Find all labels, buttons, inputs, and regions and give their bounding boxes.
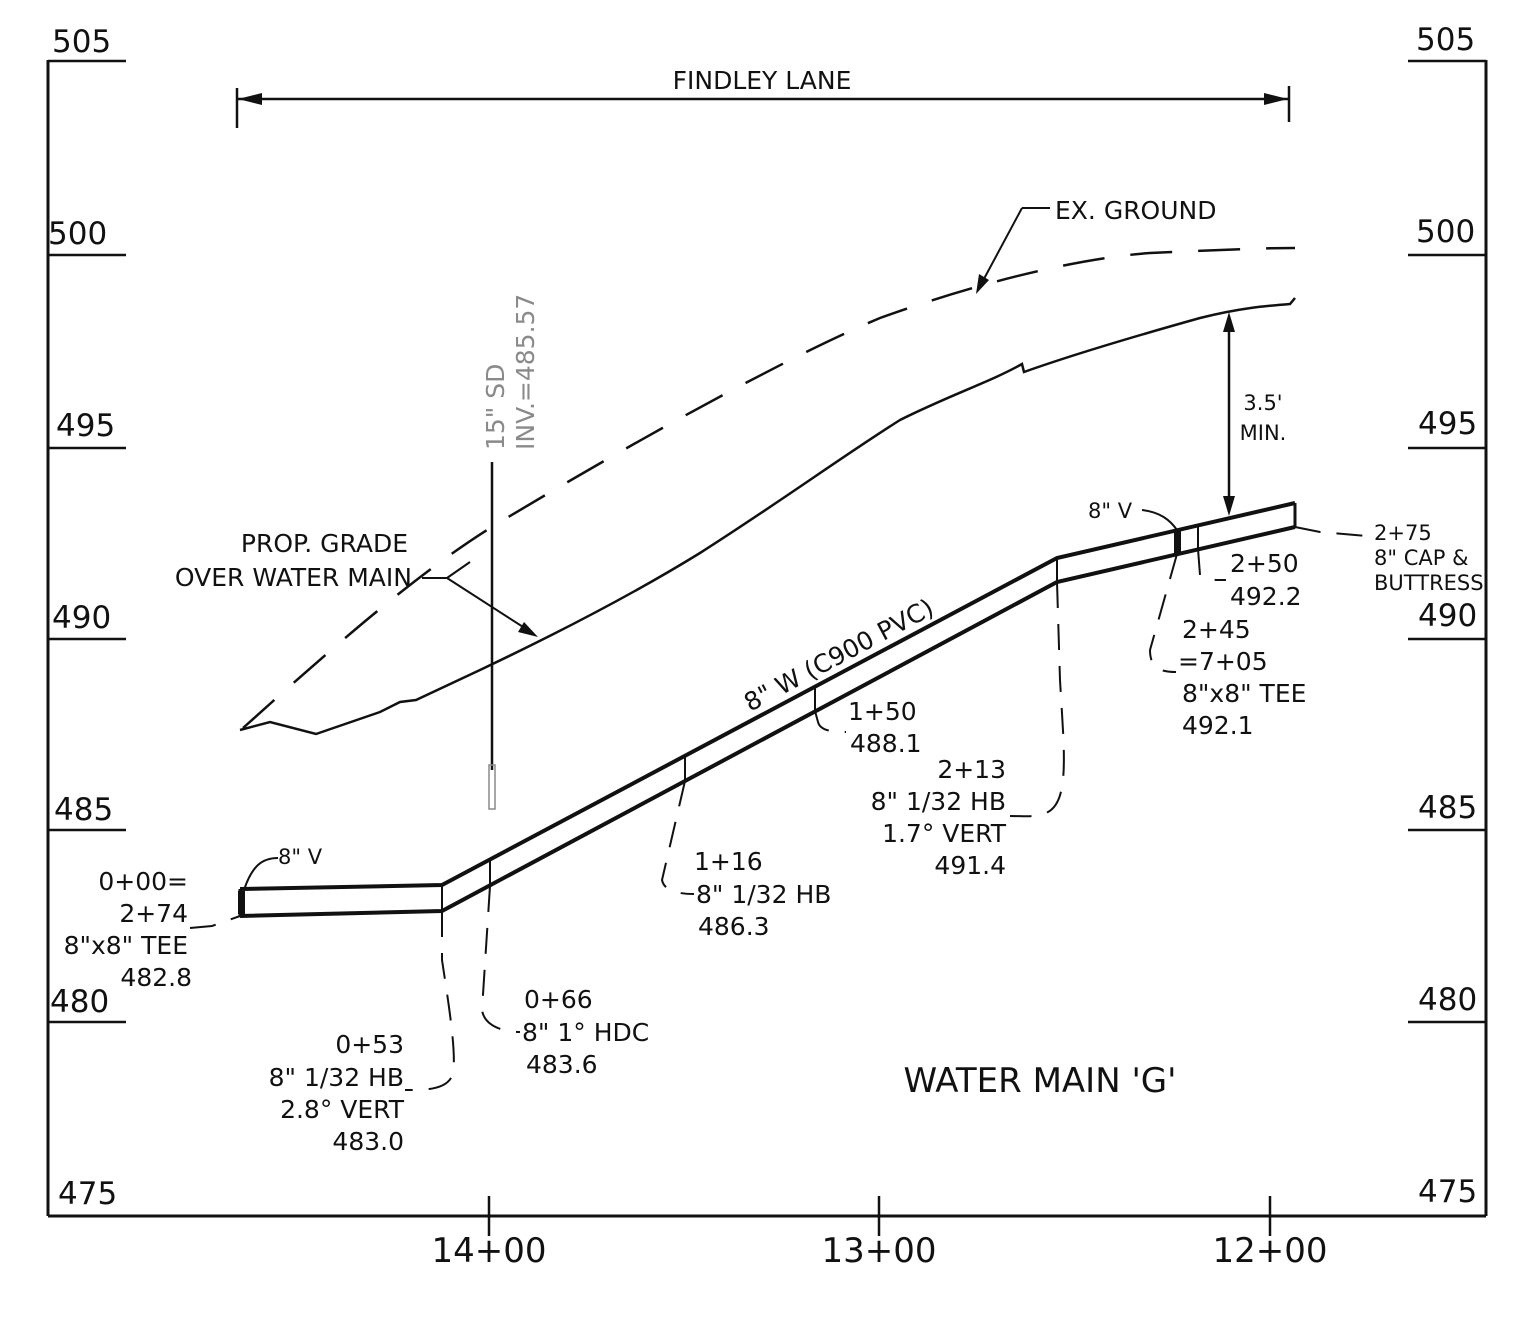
callout-sta-66: 0+66 [524,985,593,1014]
right-elevation-label: 475 [1418,1174,1477,1210]
cover-label: 3.5' [1243,391,1282,415]
right-elevation-label: 500 [1416,214,1475,250]
proposed-grade-label: OVER WATER MAIN [175,563,412,592]
callout-sta-53: 8" 1/32 HB [269,1063,404,1092]
drawing-title: WATER MAIN 'G' [904,1061,1177,1101]
gate-valve-icon [238,891,245,914]
storm-drain-crossing: 15" SD INV.=485.57 [481,294,540,810]
left-elevation-axis: 505 500 495 490 485 480 475 [48,24,126,1212]
callout-sta-213: 491.4 [934,851,1006,880]
leader-arrow-icon [976,274,989,294]
callout-sta-245: 2+45 [1182,615,1251,644]
callout-sta-66: 8" 1° HDC [522,1018,649,1047]
street-dimension: FINDLEY LANE [235,66,1291,128]
callout-sta-250: 2+50 [1230,549,1299,578]
callout-sta-245: 8"x8" TEE [1182,679,1306,708]
callout-sta-275: BUTTRESS [1374,571,1484,595]
right-elevation-label: 480 [1418,982,1477,1018]
left-elevation-label: 485 [54,792,113,828]
arrowhead-down-icon [1223,496,1235,516]
arrowhead-right-icon [1264,93,1288,105]
callout-leaders [189,526,1367,1091]
right-elevation-axis: 505 500 495 490 485 480 475 [1408,22,1486,1210]
right-elevation-label: 505 [1416,22,1475,58]
existing-ground-label: EX. GROUND [1055,196,1217,225]
callout-sta-66: 483.6 [526,1050,598,1079]
right-elevation-label: 495 [1418,406,1477,442]
callout-sta-0: 2+74 [119,899,188,928]
right-elevation-label: 485 [1418,790,1477,826]
callout-sta-150: 1+50 [848,697,917,726]
valve-label: 8" V [1088,499,1133,523]
station-label: 13+00 [821,1231,936,1271]
street-name: FINDLEY LANE [673,66,852,95]
station-label: 14+00 [431,1231,546,1271]
gate-valve-icon [1174,530,1181,554]
callout-sta-213: 2+13 [937,755,1006,784]
callout-sta-245: 492.1 [1182,711,1254,740]
valve-labels: 8" V 8" V [243,499,1178,891]
callout-sta-213: 1.7° VERT [882,819,1007,848]
callout-sta-53: 2.8° VERT [280,1095,405,1124]
arrowhead-up-icon [1223,312,1235,332]
callout-sta-53: 0+53 [335,1030,404,1059]
station-label: 12+00 [1212,1231,1327,1271]
callout-sta-116: 1+16 [694,847,763,876]
callout-sta-0: 8"x8" TEE [64,931,188,960]
left-elevation-label: 475 [58,1176,117,1212]
storm-drain-pipe [488,764,496,810]
left-elevation-label: 495 [56,408,115,444]
proposed-grade: PROP. GRADE OVER WATER MAIN [175,297,1296,736]
callout-sta-245: =7+05 [1178,647,1268,676]
valve-label: 8" V [278,845,323,869]
callout-sta-213: 8" 1/32 HB [871,787,1006,816]
callout-sta-250: 492.2 [1230,582,1302,611]
storm-drain-label: 15" SD [481,364,510,450]
left-elevation-label: 480 [50,984,109,1020]
callouts: 0+00= 2+74 8"x8" TEE 482.8 0+53 8" 1/32 … [64,521,1484,1156]
arrowhead-left-icon [238,93,262,105]
storm-drain-invert: INV.=485.57 [511,294,540,450]
left-elevation-label: 490 [52,600,111,636]
proposed-grade-label: PROP. GRADE [241,529,408,558]
callout-sta-0: 0+00= [98,867,188,896]
left-elevation-label: 505 [52,24,111,60]
profile-frame [46,60,1488,1218]
callout-sta-150: 488.1 [850,729,922,758]
cover-dimension: 3.5' MIN. [1223,312,1286,516]
left-elevation-label: 500 [48,216,107,252]
right-elevation-label: 490 [1418,598,1477,634]
callout-sta-53: 483.0 [332,1127,404,1156]
callout-sta-0: 482.8 [120,963,192,992]
station-axis: 14+00 13+00 12+00 [431,1196,1328,1271]
existing-ground: EX. GROUND [242,196,1296,729]
callout-sta-116: 8" 1/32 HB [696,880,831,909]
callout-sta-116: 486.3 [698,912,770,941]
callout-sta-275: 8" CAP & [1374,546,1468,570]
cover-label: MIN. [1240,421,1287,445]
callout-sta-275: 2+75 [1374,521,1432,545]
leader-arrow-icon [518,622,538,637]
